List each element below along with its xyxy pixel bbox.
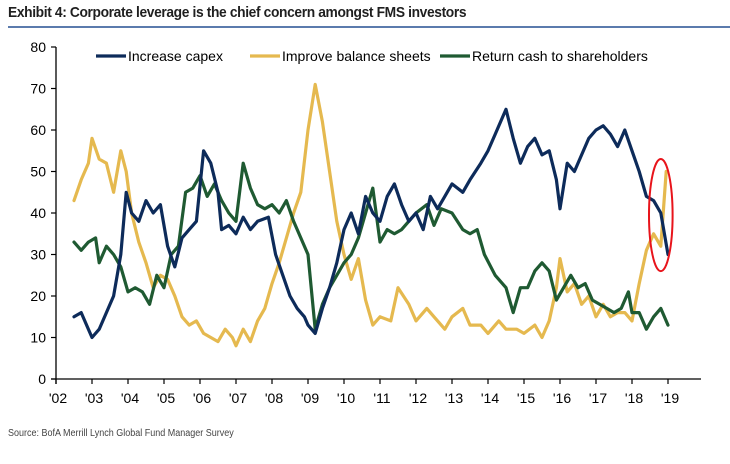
y-tick-label: 70 <box>30 81 46 97</box>
y-tick-label: 20 <box>30 288 46 304</box>
title-underline <box>8 26 730 28</box>
y-tick-label: 50 <box>30 164 46 180</box>
chart-title: Exhibit 4: Corporate leverage is the chi… <box>8 4 467 21</box>
source-note: Source: BofA Merrill Lynch Global Fund M… <box>8 428 234 439</box>
legend-label-improve-balance-sheets: Improve balance sheets <box>282 48 431 64</box>
highlight-ellipse <box>648 158 674 273</box>
y-tick-label: 0 <box>38 371 46 387</box>
x-tick-label: '02 <box>49 390 67 406</box>
legend: Increase capex Improve balance sheets Retu… <box>96 48 648 64</box>
x-tick-label: '05 <box>157 390 175 406</box>
series-line-increase-capex <box>72 107 670 340</box>
x-tick-label: '13 <box>445 390 463 406</box>
x-tick-label: '06 <box>193 390 211 406</box>
x-tick-label: '12 <box>409 390 427 406</box>
legend-label-return-cash-to-shareholders: Return cash to shareholders <box>472 48 648 64</box>
x-tick-label: '11 <box>373 390 390 406</box>
y-tick-label: 40 <box>30 205 46 221</box>
legend-label-increase-capex: Increase capex <box>128 48 223 64</box>
x-tick-label: '09 <box>301 390 319 406</box>
x-tick-label: '14 <box>481 390 499 406</box>
y-tick-label: 60 <box>30 122 46 138</box>
x-tick-label: '15 <box>517 390 535 406</box>
series-line-improve-balance-sheets <box>72 82 668 348</box>
x-tick-label: '04 <box>121 390 139 406</box>
x-tick-label: '07 <box>229 390 247 406</box>
x-tick-label: '08 <box>265 390 283 406</box>
x-tick-label: '18 <box>625 390 643 406</box>
x-tick-label: '16 <box>553 390 571 406</box>
x-tick-label: '03 <box>85 390 103 406</box>
axes: 0 10 20 30 40 50 60 70 80 '02 '03 '04 '05 '06 '07 '08 '0… <box>30 39 701 406</box>
x-tick-label: '19 <box>661 390 679 406</box>
y-tick-label: 80 <box>30 39 46 55</box>
series-line-return-cash-to-shareholders <box>72 161 670 331</box>
series-lines <box>72 82 670 348</box>
y-tick-label: 30 <box>30 247 46 263</box>
x-tick-label: '10 <box>337 390 355 406</box>
y-tick-label: 10 <box>30 330 46 346</box>
x-tick-label: '17 <box>589 390 607 406</box>
